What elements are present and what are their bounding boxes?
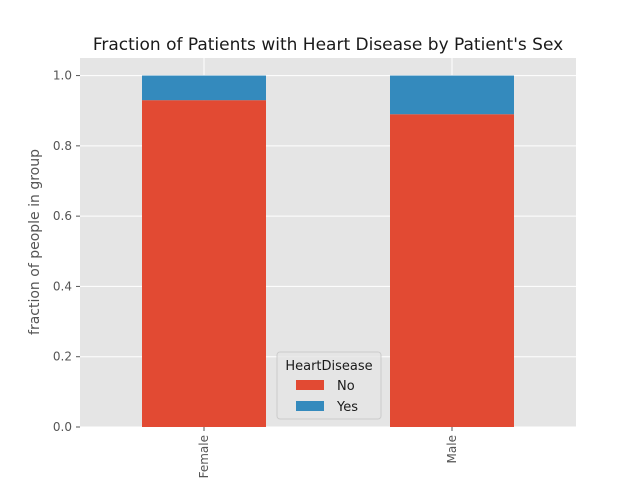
bar-male-no [390, 114, 514, 427]
y-tick-label: 0.4 [53, 279, 72, 293]
y-tick-label: 0.6 [53, 209, 72, 223]
legend-label-no: No [337, 379, 355, 394]
legend: HeartDisease No Yes [276, 351, 382, 420]
legend-swatch-yes [296, 401, 324, 411]
legend-title: HeartDisease [285, 359, 372, 374]
y-axis-ticks: 0.0 0.2 0.4 0.6 0.8 1.0 [53, 69, 80, 434]
y-tick-label: 0.2 [53, 350, 72, 364]
legend-swatch-no [296, 380, 324, 390]
y-tick-label: 0.8 [53, 139, 72, 153]
bar-male-yes [390, 75, 514, 115]
bars [142, 75, 514, 428]
legend-label-yes: Yes [336, 400, 358, 415]
x-tick-label: Male [445, 435, 459, 463]
y-axis-label: fraction of people in group [27, 149, 43, 335]
bar-female-no [142, 100, 266, 428]
y-tick-label: 1.0 [53, 69, 72, 83]
chart-title: Fraction of Patients with Heart Disease … [93, 35, 563, 55]
bar-female-yes [142, 75, 266, 101]
x-axis-ticks: Female Male [197, 427, 459, 478]
y-tick-label: 0.0 [53, 420, 72, 434]
x-tick-label: Female [197, 435, 211, 478]
